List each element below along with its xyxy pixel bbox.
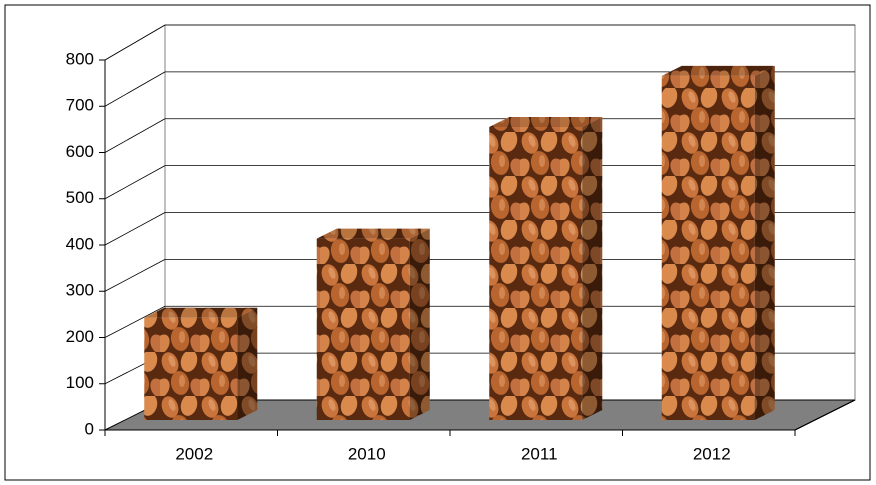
bar-side-shade <box>754 65 775 421</box>
x-tick-label: 2011 <box>521 444 558 463</box>
chart-border <box>4 4 871 481</box>
grid-line <box>104 165 166 200</box>
bar-top <box>489 117 603 128</box>
grid-line <box>104 305 166 338</box>
y-tick-label: 800 <box>66 49 94 68</box>
bar <box>316 228 430 420</box>
bar-side-shade <box>237 307 258 420</box>
bar-top-shade <box>144 307 258 318</box>
bar-side <box>582 117 603 421</box>
bar-side <box>754 65 775 421</box>
x-tick-label: 2002 <box>175 444 213 463</box>
y-tick-label: 700 <box>66 96 94 115</box>
x-tick-label: 2010 <box>348 444 386 463</box>
bar-top <box>144 307 258 318</box>
bar-top-shade <box>316 228 430 239</box>
bar-front <box>144 317 238 420</box>
grid-line <box>104 24 166 61</box>
y-tick-label: 600 <box>66 142 94 161</box>
bar <box>661 65 775 421</box>
y-tick-label: 100 <box>66 373 94 392</box>
bar-top-shade <box>661 65 775 76</box>
y-tick-label: 400 <box>66 234 94 253</box>
bar-side <box>237 307 258 420</box>
bar-top <box>316 228 430 239</box>
y-tick-label: 200 <box>66 327 94 346</box>
bar-top-shade <box>489 117 603 128</box>
bar-front <box>489 127 583 421</box>
bar-side-shade <box>409 228 430 420</box>
y-tick-label: 500 <box>66 188 94 207</box>
bar-side-shade <box>582 117 603 421</box>
bar <box>489 117 603 421</box>
bar-front <box>661 75 755 421</box>
grid-line <box>104 212 166 246</box>
y-tick-label: 300 <box>66 281 94 300</box>
bar-side <box>409 228 430 420</box>
y-tick-label: 0 <box>85 419 94 438</box>
x-tick-label: 2012 <box>693 444 731 463</box>
bar-front <box>316 238 410 420</box>
floor-edge <box>794 399 856 431</box>
bar <box>144 307 258 420</box>
bar-top <box>661 65 775 76</box>
grid-line <box>104 71 166 107</box>
grid-line <box>104 118 166 153</box>
grid-line <box>104 259 166 292</box>
